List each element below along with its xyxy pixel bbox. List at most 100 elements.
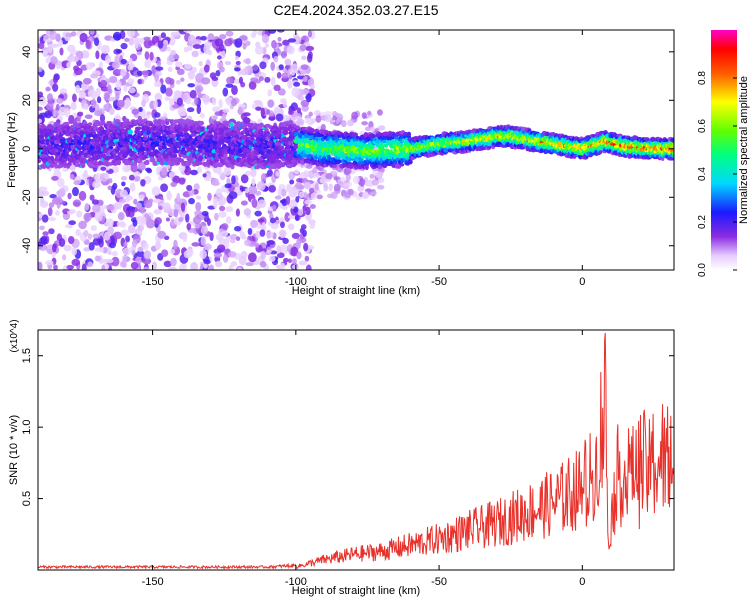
heatmap-cell [303, 138, 310, 143]
heatmap-cell [48, 216, 56, 222]
heatmap-cell [127, 64, 134, 71]
heatmap-cell [100, 166, 107, 171]
heatmap-cell [143, 266, 150, 270]
heatmap-cell [340, 176, 346, 183]
heatmap-cell [48, 202, 55, 208]
heatmap-cell [234, 225, 242, 232]
heatmap-cell [149, 51, 154, 61]
heatmap-cell [252, 64, 259, 71]
heatmap-cell [161, 121, 166, 126]
heatmap-cell [169, 133, 174, 139]
heatmap-cell [268, 184, 276, 193]
heatmap-cell [342, 182, 350, 188]
heatmap-cell [258, 76, 264, 82]
heatmap-cell [328, 183, 333, 192]
heatmap-cell [143, 250, 152, 260]
heatmap-cell [284, 212, 291, 222]
heatmap-cell [289, 179, 295, 185]
heatmap-cell [247, 252, 257, 263]
heatmap-cell [352, 175, 360, 184]
heatmap-cell [275, 113, 284, 122]
heatmap-cell [364, 126, 371, 132]
heatmap-cell [153, 81, 162, 88]
heatmap-cell [151, 65, 156, 75]
heatmap-cells [38, 30, 674, 270]
heatmap-cell [170, 181, 177, 187]
heatmap-cell [168, 266, 177, 270]
heatmap-cell [206, 218, 211, 226]
heatmap-cell [115, 91, 120, 101]
heatmap-cell [170, 218, 176, 226]
heatmap-cell [143, 36, 151, 41]
heatmap-cell [271, 39, 277, 49]
heatmap-cell [369, 173, 375, 179]
heatmap-cell [296, 177, 304, 183]
heatmap-cell [305, 93, 312, 103]
heatmap-cell [131, 108, 140, 115]
heatmap-cell [245, 188, 250, 194]
heatmap-cell [298, 260, 307, 266]
heatmap-cell [124, 197, 130, 203]
heatmap-cell [192, 143, 197, 149]
heatmap-cell [55, 209, 60, 216]
heatmap-cell [187, 83, 196, 88]
heatmap-cell [253, 79, 261, 84]
heatmap-cell [307, 30, 313, 38]
heatmap-cell [145, 159, 150, 166]
heatmap-cell [266, 240, 276, 245]
heatmap-cell [53, 121, 59, 128]
heatmap-cell [250, 219, 258, 229]
heatmap-cell [271, 125, 278, 129]
heatmap-cell [57, 177, 65, 188]
heatmap-cell [186, 184, 193, 192]
heatmap-cell [275, 159, 282, 164]
heatmap-cell [231, 175, 236, 185]
heatmap-cell [79, 32, 88, 43]
heatmap-cell [123, 241, 128, 248]
heatmap-cell [180, 202, 186, 212]
heatmap-cell [276, 245, 282, 254]
heatmap-cell [275, 171, 281, 177]
heatmap-cell [294, 115, 302, 120]
heatmap-cell [316, 194, 323, 200]
heatmap-cell [194, 222, 201, 229]
heatmap-cell [41, 46, 50, 56]
heatmap-cell [198, 60, 203, 67]
heatmap-cell [153, 198, 162, 204]
heatmap-cell [208, 264, 215, 270]
heatmap-cell [378, 125, 386, 131]
heatmap-cell [142, 257, 152, 265]
heatmap-cell [192, 148, 197, 152]
heatmap-cell [168, 36, 176, 46]
heatmap-cell [301, 55, 307, 61]
heatmap-cell [218, 43, 225, 52]
heatmap-cell [351, 111, 359, 120]
heatmap-cell [266, 249, 272, 254]
heatmap-cell [141, 70, 150, 75]
heatmap-cell [127, 129, 134, 135]
heatmap-cell [168, 78, 175, 85]
heatmap-cell [136, 250, 145, 258]
heatmap-cell [194, 210, 200, 216]
heatmap-cell [41, 214, 49, 223]
heatmap-cell [182, 234, 188, 243]
heatmap-cell [78, 220, 87, 230]
heatmap-cell [228, 191, 238, 200]
heatmap-cell [225, 30, 234, 37]
heatmap-cell [176, 192, 181, 203]
heatmap-cell [360, 182, 365, 187]
heatmap-cell [325, 172, 333, 180]
heatmap-cell [267, 89, 273, 97]
heatmap-cell [142, 136, 148, 141]
heatmap-cell [212, 198, 218, 209]
heatmap-cell [273, 84, 281, 92]
heatmap-cell [276, 252, 285, 259]
heatmap-cell [309, 204, 316, 209]
heatmap-cell [190, 133, 197, 137]
heatmap-cell [219, 205, 226, 212]
heatmap-cell [72, 186, 79, 197]
figure-title: C2E4.2024.352.03.27.E15 [273, 2, 438, 18]
heatmap-cell [76, 210, 83, 218]
heatmap-cell [323, 184, 329, 192]
heatmap-cell [46, 93, 53, 102]
